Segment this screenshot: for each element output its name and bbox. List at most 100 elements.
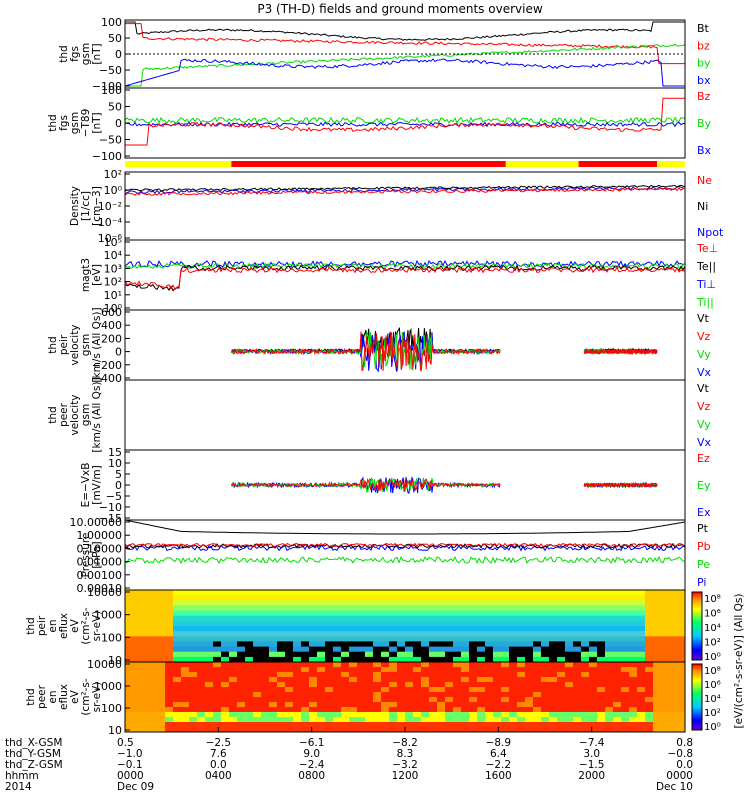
heatmap-cell	[541, 600, 550, 606]
heatmap-cell	[261, 595, 270, 601]
heatmap-cell	[501, 615, 510, 622]
y-axis-label: gsm	[80, 334, 92, 356]
heatmap-cell	[437, 631, 446, 637]
heatmap-cell	[429, 656, 438, 662]
heatmap-cell	[205, 727, 214, 732]
heatmap-cell	[341, 677, 350, 683]
heatmap-cell	[637, 646, 646, 653]
heatmap-cell	[349, 712, 358, 718]
ytick-label: −100	[92, 150, 122, 163]
heatmap-cell	[613, 677, 622, 683]
heatmap-cell	[477, 707, 486, 713]
heatmap-cell	[645, 631, 654, 637]
heatmap-cell	[133, 677, 142, 683]
heatmap-cell	[253, 697, 262, 703]
heatmap-cell	[589, 600, 598, 606]
heatmap-cell	[485, 682, 494, 688]
heatmap-cell	[309, 687, 318, 693]
legend-Pi: Pi	[697, 576, 706, 589]
heatmap-cell	[245, 672, 254, 678]
heatmap-cell	[301, 646, 310, 653]
heatmap-cell	[573, 712, 582, 718]
heatmap-cell	[301, 651, 310, 658]
heatmap-cell	[397, 631, 406, 637]
heatmap-cell	[229, 687, 238, 693]
heatmap-cell	[477, 677, 486, 683]
heatmap-cell	[269, 662, 278, 668]
heatmap-cell	[437, 636, 446, 642]
heatmap-cell	[365, 620, 374, 627]
heatmap-cell	[453, 702, 462, 708]
heatmap-cell	[445, 672, 454, 678]
heatmap-cell	[221, 590, 230, 596]
heatmap-cell	[389, 667, 398, 673]
heatmap-cell	[461, 687, 470, 693]
heatmap-cell	[221, 707, 230, 713]
heatmap-cell	[349, 651, 358, 658]
heatmap-cell	[221, 595, 230, 601]
ytick-label: 0.10000	[77, 542, 123, 555]
heatmap-cell	[213, 631, 222, 637]
heatmap-cell	[541, 641, 550, 648]
series-Npot	[125, 186, 685, 194]
heatmap-cell	[309, 672, 318, 678]
heatmap-cell	[621, 626, 630, 632]
heatmap-cell	[517, 651, 526, 658]
heatmap-cell	[445, 651, 454, 658]
heatmap-cell	[141, 687, 150, 693]
heatmap-cell	[429, 667, 438, 673]
heatmap-cell	[597, 662, 606, 668]
heatmap-cell	[573, 631, 582, 637]
heatmap-cell	[573, 620, 582, 627]
heatmap-cell	[205, 707, 214, 713]
heatmap-cell	[637, 636, 646, 642]
heatmap-cell	[525, 636, 534, 642]
heatmap-cell	[669, 662, 678, 668]
heatmap-cell	[605, 615, 614, 622]
xtick-label: 9.0	[303, 748, 320, 760]
heatmap-cell	[437, 615, 446, 622]
heatmap-cell	[245, 600, 254, 606]
heatmap-cell	[565, 692, 574, 698]
heatmap-cell	[533, 636, 542, 642]
heatmap-cell	[189, 590, 198, 596]
heatmap-cell	[597, 727, 606, 732]
heatmap-cell	[437, 697, 446, 703]
heatmap-cell	[189, 662, 198, 668]
heatmap-cell	[461, 712, 470, 718]
heatmap-cell	[389, 707, 398, 713]
heatmap-cell	[629, 722, 638, 728]
heatmap-cell	[197, 590, 206, 596]
heatmap-cell	[301, 636, 310, 642]
heatmap-cell	[589, 651, 598, 658]
heatmap-cell	[493, 712, 502, 718]
xtick-label: 0800	[298, 770, 325, 782]
heatmap-cell	[557, 712, 566, 718]
heatmap-cell	[221, 702, 230, 708]
heatmap-cell	[221, 712, 230, 718]
heatmap-cell	[285, 692, 294, 698]
heatmap-cell	[413, 595, 422, 601]
heatmap-cell	[157, 662, 166, 668]
heatmap-cell	[157, 631, 166, 637]
heatmap-cell	[445, 667, 454, 673]
heatmap-cell	[573, 636, 582, 642]
heatmap-cell	[509, 672, 518, 678]
heatmap-cell	[557, 717, 566, 723]
heatmap-cell	[349, 702, 358, 708]
heatmap-cell	[413, 605, 422, 612]
heatmap-cell	[357, 677, 366, 683]
heatmap-cell	[317, 610, 326, 617]
heatmap-cell	[485, 717, 494, 723]
heatmap-cell	[149, 682, 158, 688]
heatmap-cell	[589, 646, 598, 653]
heatmap-cell	[197, 677, 206, 683]
heatmap-cell	[589, 687, 598, 693]
heatmap-cell	[261, 677, 270, 683]
heatmap-cell	[325, 692, 334, 698]
xtick-label: −2.4	[299, 759, 325, 771]
heatmap-cell	[509, 722, 518, 728]
heatmap-cell	[493, 677, 502, 683]
heatmap-cell	[421, 615, 430, 622]
plot-area	[125, 97, 685, 146]
